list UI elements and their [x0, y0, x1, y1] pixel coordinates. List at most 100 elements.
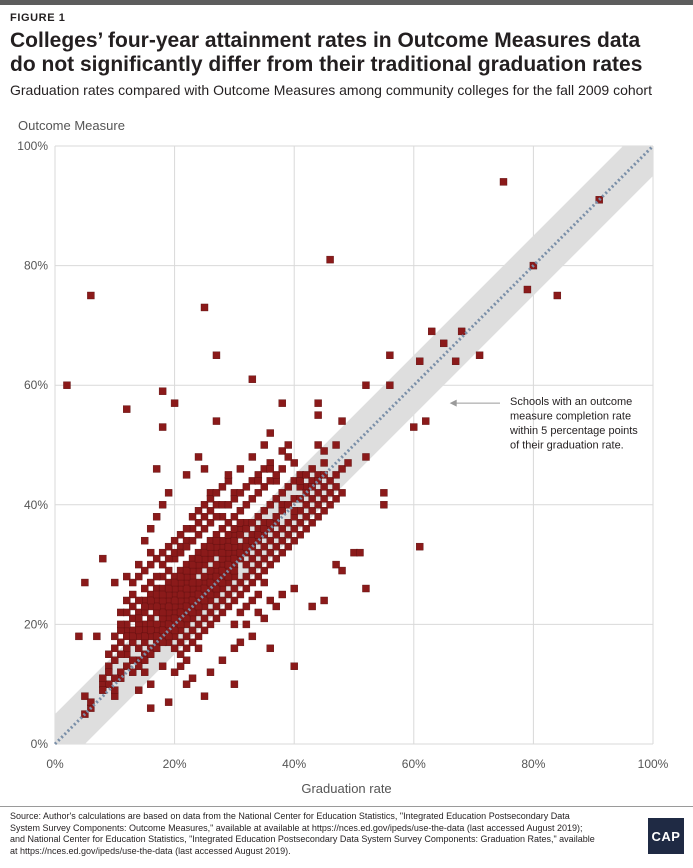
- data-point: [236, 608, 245, 617]
- data-point: [188, 638, 197, 647]
- y-tick-label: 60%: [24, 378, 48, 392]
- data-point: [146, 596, 155, 605]
- data-point: [290, 536, 298, 545]
- data-point: [314, 441, 322, 449]
- data-point: [146, 650, 155, 658]
- data-point: [117, 620, 125, 629]
- data-point: [164, 602, 173, 611]
- data-point: [182, 525, 191, 533]
- data-point: [308, 483, 316, 491]
- data-point: [272, 495, 280, 503]
- data-point: [320, 596, 328, 605]
- data-point: [230, 525, 239, 533]
- data-point: [254, 477, 263, 485]
- data-point: [248, 519, 257, 527]
- data-point: [200, 596, 209, 605]
- scatter-plot: 0% 20% 40% 60% 80% 100% 0% 20% 40% 60% 80% 100% Sch…: [17, 139, 669, 771]
- data-point: [158, 387, 167, 395]
- data-point: [553, 291, 562, 300]
- data-point: [123, 405, 131, 413]
- data-point: [362, 381, 370, 389]
- data-point: [284, 453, 292, 461]
- data-point: [200, 584, 209, 593]
- data-point: [117, 650, 125, 658]
- data-point: [284, 441, 292, 449]
- data-point: [362, 584, 370, 593]
- data-point: [152, 644, 161, 653]
- data-point: [218, 525, 227, 533]
- data-point: [284, 531, 292, 539]
- data-point: [206, 668, 215, 676]
- data-point: [242, 501, 251, 509]
- data-point: [194, 644, 203, 653]
- data-point: [93, 632, 101, 641]
- data-point: [170, 578, 179, 587]
- data-point: [266, 548, 274, 557]
- data-point: [230, 495, 239, 503]
- data-point: [164, 632, 173, 641]
- x-tick-label: 100%: [638, 757, 669, 771]
- data-point: [296, 477, 304, 485]
- data-point: [212, 572, 221, 581]
- data-point: [386, 381, 394, 389]
- data-point: [224, 471, 233, 479]
- data-point: [182, 656, 191, 664]
- data-point: [254, 531, 263, 539]
- data-point: [188, 596, 197, 605]
- data-point: [320, 447, 328, 455]
- data-point: [129, 668, 137, 676]
- data-point: [140, 536, 149, 545]
- data-point: [266, 429, 274, 437]
- data-point: [158, 626, 167, 635]
- data-point: [314, 477, 322, 485]
- annotation-text-line: measure completion rate: [510, 411, 631, 423]
- data-point: [272, 602, 280, 611]
- data-point: [272, 554, 280, 563]
- data-point: [242, 602, 251, 611]
- data-point: [111, 644, 119, 653]
- data-point: [117, 638, 125, 647]
- data-point: [212, 536, 221, 545]
- data-point: [308, 602, 316, 611]
- data-point: [135, 626, 143, 635]
- data-point: [158, 560, 167, 569]
- annotation-text-line: of their graduation rate.: [510, 440, 624, 452]
- data-point: [194, 602, 203, 611]
- data-point: [111, 578, 119, 587]
- data-point: [440, 339, 448, 348]
- data-point: [254, 572, 263, 581]
- data-point: [140, 602, 149, 611]
- x-tick-label: 40%: [282, 757, 306, 771]
- data-point: [242, 542, 251, 551]
- data-point: [320, 495, 328, 503]
- data-point: [81, 578, 89, 587]
- data-point: [123, 572, 131, 581]
- data-point: [332, 495, 340, 503]
- data-point: [326, 489, 334, 497]
- data-point: [194, 531, 203, 539]
- data-point: [523, 285, 532, 294]
- data-point: [230, 644, 239, 653]
- data-point: [308, 507, 316, 515]
- chart-title-line-2: do not significantly differ from their t…: [10, 53, 643, 76]
- data-point: [230, 620, 239, 629]
- source-line-2: System Survey Components: Outcome Measur…: [10, 822, 583, 833]
- data-point: [284, 483, 292, 491]
- data-point: [332, 483, 340, 491]
- y-tick-label: 20%: [24, 617, 48, 631]
- data-point: [242, 483, 251, 491]
- data-point: [212, 489, 221, 497]
- data-point: [105, 680, 113, 688]
- data-point: [248, 554, 257, 563]
- data-point: [176, 620, 185, 629]
- source-note: Source: Author's calculations are based …: [10, 811, 610, 857]
- data-point: [135, 614, 143, 623]
- data-point: [200, 548, 209, 557]
- data-point: [242, 560, 251, 569]
- data-point: [152, 572, 161, 581]
- data-point: [146, 680, 155, 688]
- data-point: [314, 411, 322, 419]
- data-point: [182, 471, 191, 479]
- data-point: [81, 692, 89, 700]
- data-point: [278, 399, 286, 407]
